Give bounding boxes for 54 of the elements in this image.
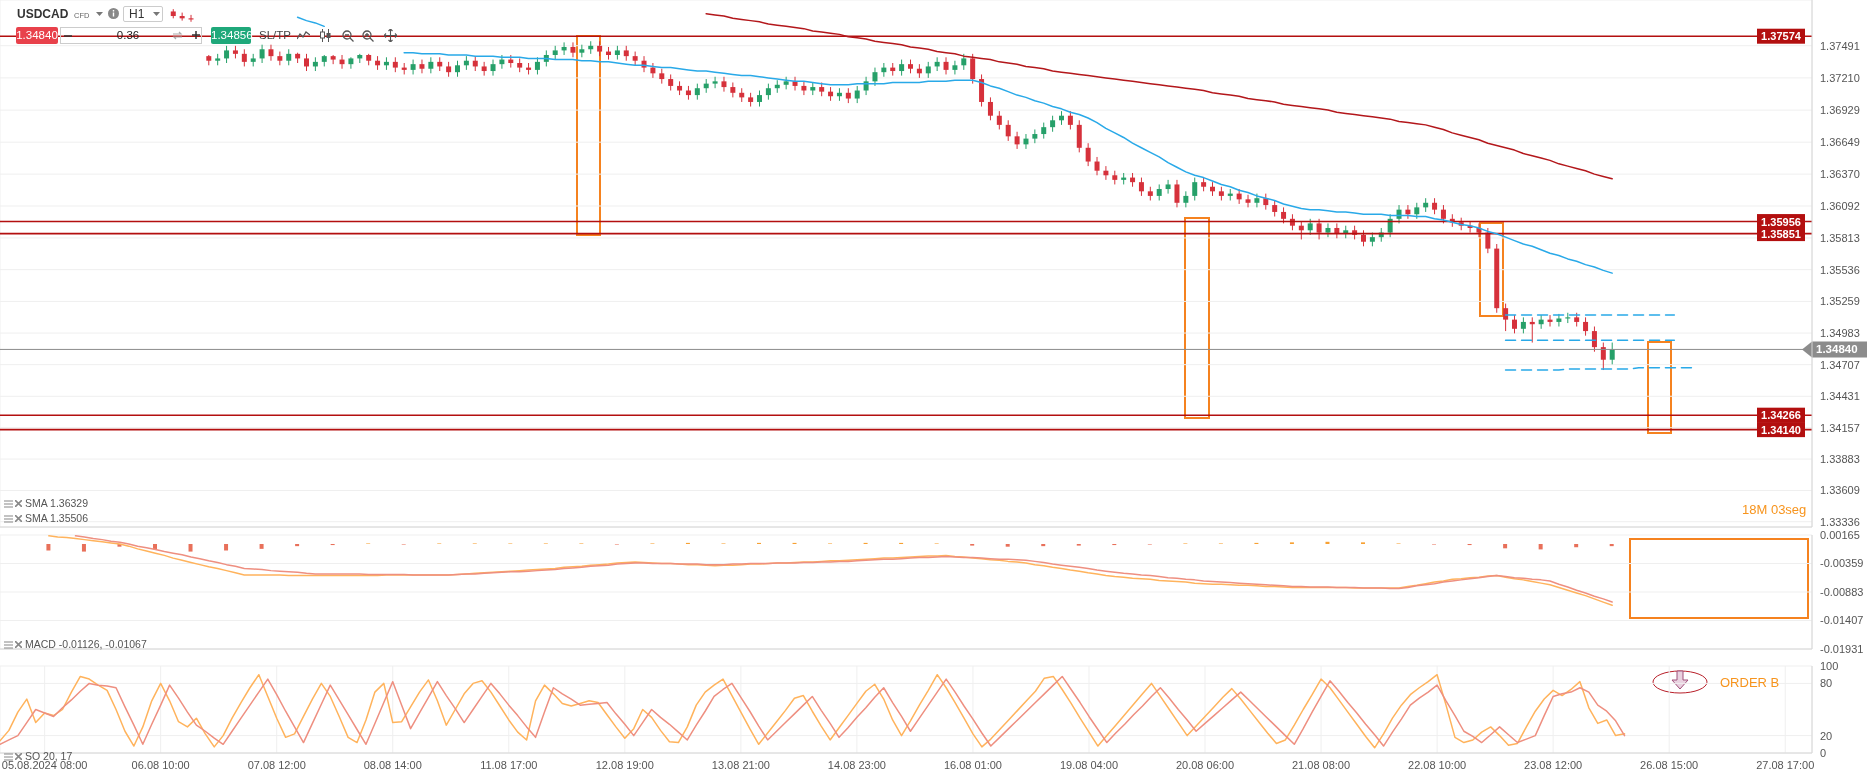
annotation: H1 [129,7,145,21]
y-tick-label: 1.35536 [1820,263,1860,276]
y-tick-label: 100 [1820,659,1839,672]
x-tick-label: 08.08 14:00 [363,758,422,771]
y-tick-label: 0.00165 [1820,528,1860,541]
x-tick-label: 07.08 12:00 [247,758,306,771]
y-tick-label: 1.34431 [1820,390,1860,403]
ref-line-label: 1.35956 [1761,215,1801,228]
y-tick-label: -0.00359 [1820,557,1864,570]
ref-line-label: 1.34266 [1761,409,1801,422]
x-tick-label: 27.08 17:00 [1756,758,1815,771]
y-tick-label: 1.36649 [1820,136,1860,149]
y-tick-label: 1.33883 [1820,452,1860,465]
x-tick-label: 22.08 10:00 [1408,758,1467,771]
y-tick-label: 0 [1820,746,1827,759]
x-tick-label: 12.08 19:00 [595,758,654,771]
ref-line-label: 1.34840 [1816,343,1858,356]
x-tick-label: 23.08 12:00 [1524,758,1583,771]
y-tick-label: 1.33609 [1820,484,1860,497]
annotation: SMA 1.36329 [25,497,89,509]
y-tick-label: 1.35813 [1820,231,1860,244]
y-tick-label: 1.37210 [1820,71,1860,84]
y-tick-label: 80 [1820,677,1833,690]
y-tick-label: -0.00883 [1820,585,1864,598]
annotation: 18M 03seg [1742,502,1807,517]
x-tick-label: 13.08 21:00 [711,758,770,771]
ref-line-label: 1.34140 [1761,423,1801,436]
x-tick-label: 21.08 08:00 [1292,758,1351,771]
x-tick-label: 26.08 15:00 [1640,758,1699,771]
y-tick-label: 1.34983 [1820,326,1860,339]
annotation: ORDER B [1720,675,1780,690]
x-tick-label: 14.08 23:00 [827,758,886,771]
x-tick-label: 20.08 06:00 [1175,758,1235,771]
ref-line-label: 1.37574 [1761,30,1802,43]
y-tick-label: 1.37491 [1820,39,1860,52]
annotation: SMA 1.35506 [25,512,89,524]
y-tick-label: 20 [1820,729,1833,742]
y-tick-label: -0.01407 [1820,614,1864,627]
x-tick-label: 16.08 01:00 [943,758,1003,771]
x-tick-label: 19.08 04:00 [1059,758,1119,771]
y-tick-label: 1.36929 [1820,104,1860,116]
text: USDCAD [17,7,69,21]
y-tick-label: 1.35259 [1820,295,1860,308]
y-tick-label: 1.34157 [1820,421,1860,434]
x-tick-label: 11.08 17:00 [480,758,538,771]
y-tick-label: 1.36370 [1820,168,1860,181]
x-tick-label: 06.08 10:00 [131,758,190,771]
ref-line-label: 1.35851 [1761,227,1801,240]
annotation: 1.34840 [16,29,58,41]
y-tick-label: -0.01931 [1820,642,1864,655]
y-tick-label: 1.34707 [1820,358,1860,371]
y-tick-label: 1.36092 [1820,199,1860,212]
text: MACD -0.01126, -0.01067 [25,638,147,650]
y-tick-label: 1.33336 [1820,515,1860,528]
